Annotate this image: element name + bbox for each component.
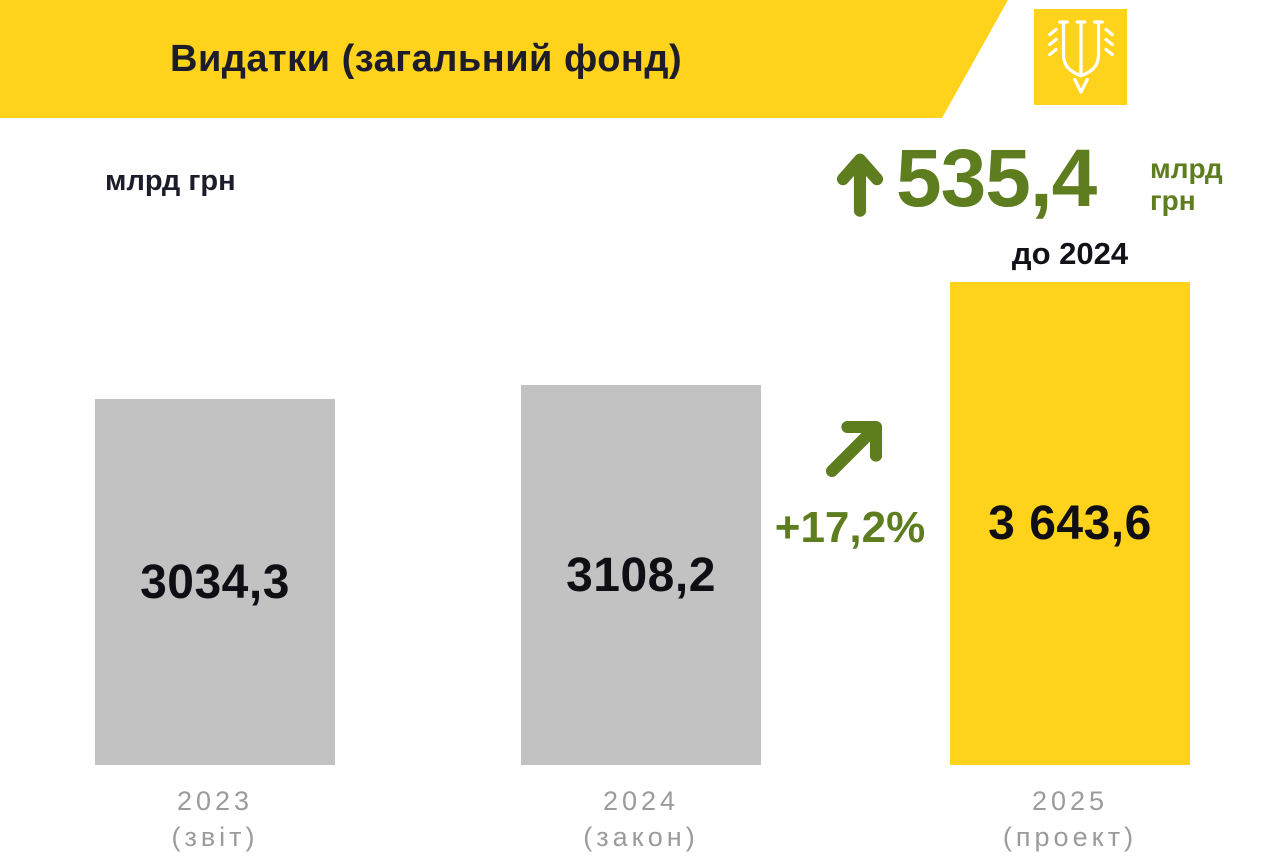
- axis-kind: (звіт): [171, 822, 259, 853]
- axis-unit-label: млрд грн: [105, 165, 236, 197]
- trident-icon: [1047, 20, 1114, 94]
- bar-value-label: 3 643,6: [988, 497, 1152, 550]
- page-title: Видатки (загальний фонд): [170, 37, 683, 80]
- bar-2025: 3 643,6: [950, 282, 1190, 765]
- growth-percent: +17,2%: [774, 503, 926, 552]
- up-arrow-icon: [836, 153, 884, 217]
- ukraine-emblem: [1034, 9, 1127, 105]
- axis-label-2025: 2025 (проект): [950, 783, 1190, 856]
- bar-2023: 3034,3: [95, 399, 335, 765]
- bar-value-label: 3108,2: [566, 548, 716, 602]
- increase-unit-line2: грн: [1150, 185, 1196, 217]
- bar-2024: 3108,2: [521, 385, 761, 765]
- axis-kind: (проект): [1002, 822, 1138, 853]
- axis-label-2024: 2024 (закон): [521, 783, 761, 856]
- axis-year: 2023: [176, 786, 254, 816]
- growth-arrow-icon: [825, 420, 883, 478]
- bar-value-label: 3034,3: [140, 555, 290, 609]
- axis-label-2023: 2023 (звіт): [95, 783, 335, 856]
- axis-year: 2025: [1031, 786, 1109, 816]
- increase-value: 535,4: [896, 133, 1097, 224]
- increase-unit-line1: млрд: [1150, 153, 1223, 184]
- compare-label: до 2024: [1011, 236, 1129, 271]
- increase-unit: млрд грн: [1150, 153, 1223, 217]
- axis-kind: (закон): [583, 822, 699, 853]
- axis-year: 2024: [602, 786, 680, 816]
- header-banner: Видатки (загальний фонд): [0, 0, 1008, 118]
